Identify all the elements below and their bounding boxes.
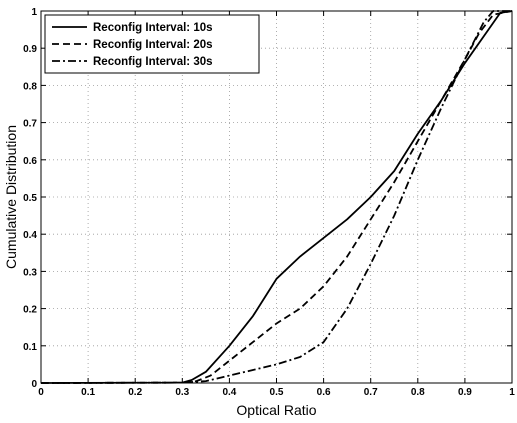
x-tick-label: 0.8 <box>411 387 425 398</box>
x-tick-label: 1 <box>509 387 515 398</box>
series-line-1 <box>40 10 513 384</box>
x-tick-label: 0.1 <box>81 387 95 398</box>
legend-items: Reconfig Interval: 10s Reconfig Interval:… <box>52 22 213 68</box>
series-lines <box>40 10 513 384</box>
y-tick-label: 0.7 <box>23 119 37 130</box>
x-tick-label: 0 <box>38 387 44 398</box>
y-tick-label: 0.2 <box>23 305 37 316</box>
y-tick-label: 1 <box>31 7 37 18</box>
y-tick-label: 0.5 <box>23 193 37 204</box>
x-tick-label: 0.7 <box>364 387 378 398</box>
x-tick-label: 0.4 <box>222 387 236 398</box>
x-tick-label: 0.2 <box>128 387 142 398</box>
x-tick-label: 0.5 <box>270 387 284 398</box>
x-tick-label: 0.6 <box>317 387 331 398</box>
y-tick-label: 0.3 <box>23 267 37 278</box>
x-tick-label: 0.9 <box>458 387 472 398</box>
series-line-3 <box>40 10 512 384</box>
legend: Reconfig Interval: 10s Reconfig Interval:… <box>44 14 260 74</box>
y-axis-title: Cumulative Distribution <box>3 125 19 269</box>
y-tick-label: 0.4 <box>23 230 37 241</box>
x-tick-label: 0.3 <box>175 387 189 398</box>
grid <box>41 11 512 383</box>
legend-label-1: Reconfig Interval: 10s <box>93 22 213 34</box>
y-tick-label: 0.1 <box>23 342 37 353</box>
y-axis-ticks: 0 0.1 0.2 0.3 0.4 0.5 0.6 0.7 0.8 0.9 1 <box>23 7 512 390</box>
legend-label-3: Reconfig Interval: 30s <box>93 56 213 68</box>
legend-label-2: Reconfig Interval: 20s <box>93 39 213 51</box>
y-tick-label: 0.6 <box>23 156 37 167</box>
y-tick-label: 0 <box>31 379 37 390</box>
x-axis-ticks: 0 0.1 0.2 0.3 0.4 0.5 0.6 0.7 0.8 0.9 1 <box>38 11 515 398</box>
y-tick-label: 0.9 <box>23 44 37 55</box>
x-axis-title: Optical Ratio <box>236 402 316 418</box>
y-tick-label: 0.8 <box>23 81 37 92</box>
